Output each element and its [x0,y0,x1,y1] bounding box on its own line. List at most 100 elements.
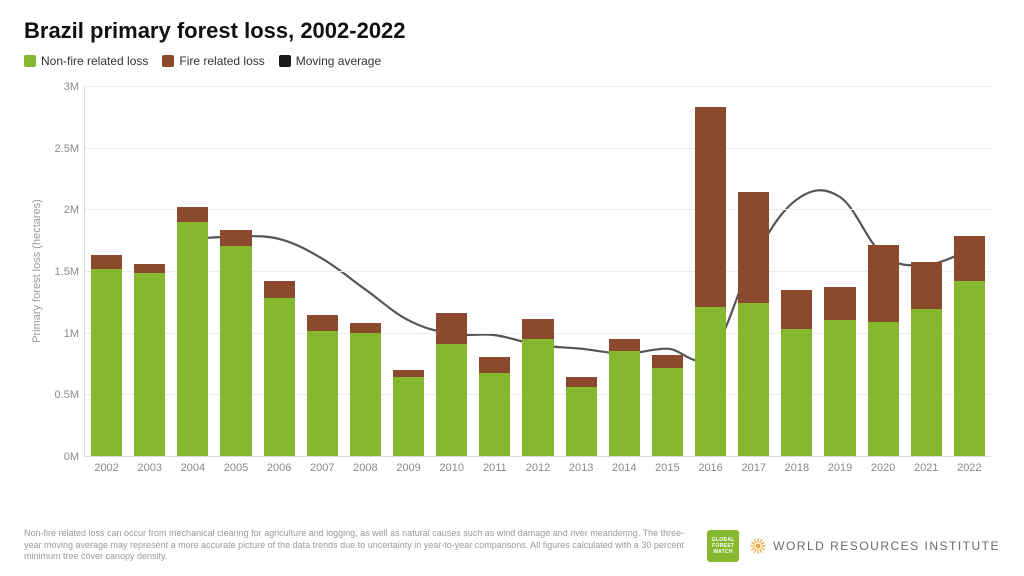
bar-fire [307,315,338,331]
bar-group [954,86,985,456]
x-tick-label: 2020 [871,456,895,474]
bar-group [350,86,381,456]
y-tick-label: 2M [64,204,85,216]
bar-nonfire [307,331,338,456]
x-tick-label: 2003 [137,456,161,474]
y-tick-label: 0M [64,451,85,463]
bar-fire [522,319,553,339]
bar-fire [609,339,640,351]
bar-group [264,86,295,456]
bar-fire [868,245,899,321]
bar-nonfire [954,281,985,456]
bar-group [781,86,812,456]
x-tick-label: 2005 [224,456,248,474]
gfw-logo: GLOBAL FOREST WATCH [707,530,739,562]
bar-fire [824,287,855,320]
x-tick-label: 2013 [569,456,593,474]
x-tick-label: 2004 [181,456,205,474]
bar-group [652,86,683,456]
bar-fire [781,290,812,329]
legend-label-fire: Fire related loss [179,54,264,68]
plot-area: Primary forest loss (hectares) 0M0.5M1M1… [84,86,991,457]
bar-fire [652,355,683,369]
bar-fire [479,357,510,373]
bar-group [695,86,726,456]
x-tick-label: 2011 [483,456,507,474]
y-tick-label: 3M [64,81,85,93]
bar-fire [220,230,251,246]
bar-group [436,86,467,456]
bar-fire [177,207,208,222]
x-tick-label: 2015 [655,456,679,474]
bar-group [91,86,122,456]
bar-nonfire [134,273,165,456]
y-tick-label: 0.5M [55,389,85,401]
legend-item-nonfire: Non-fire related loss [24,54,148,68]
footnote-text: Non-fire related loss can occur from mec… [24,528,689,562]
bar-fire [738,192,769,303]
x-tick-label: 2017 [741,456,765,474]
x-tick-label: 2021 [914,456,938,474]
chart-title: Brazil primary forest loss, 2002-2022 [24,18,1000,44]
bar-nonfire [781,329,812,456]
bar-nonfire [393,377,424,456]
x-tick-label: 2008 [353,456,377,474]
bar-fire [695,107,726,307]
legend-label-nonfire: Non-fire related loss [41,54,148,68]
bar-nonfire [220,246,251,456]
bar-nonfire [436,344,467,456]
x-tick-label: 2010 [439,456,463,474]
bar-nonfire [868,322,899,456]
bar-fire [911,262,942,309]
legend-swatch-movingavg [279,55,291,67]
chart-container: Brazil primary forest loss, 2002-2022 No… [0,0,1024,576]
bar-nonfire [738,303,769,456]
y-axis-title: Primary forest loss (hectares) [31,199,43,343]
legend: Non-fire related loss Fire related loss … [24,54,1000,68]
sun-icon [749,537,767,555]
bar-nonfire [522,339,553,456]
bar-group [609,86,640,456]
bar-nonfire [177,222,208,456]
wri-logo: WORLD RESOURCES INSTITUTE [749,537,1000,555]
x-tick-label: 2014 [612,456,636,474]
x-tick-label: 2012 [526,456,550,474]
bar-fire [436,313,467,344]
bar-nonfire [911,309,942,456]
bar-fire [134,264,165,274]
bar-fire [91,255,122,269]
bar-group [134,86,165,456]
bar-nonfire [566,387,597,456]
bar-group [824,86,855,456]
legend-label-movingavg: Moving average [296,54,381,68]
bar-group [479,86,510,456]
bar-group [868,86,899,456]
legend-item-movingavg: Moving average [279,54,381,68]
bar-nonfire [609,351,640,456]
bar-nonfire [479,373,510,456]
bar-group [307,86,338,456]
bar-group [220,86,251,456]
footer: Non-fire related loss can occur from mec… [24,528,1000,562]
chart-area: Primary forest loss (hectares) 0M 0.5M 1M 1… [24,76,1000,496]
bar-group [566,86,597,456]
bar-nonfire [264,298,295,456]
wri-logo-text: WORLD RESOURCES INSTITUTE [773,539,1000,553]
gfw-logo-text: GLOBAL FOREST WATCH [707,537,739,555]
bar-fire [350,323,381,333]
x-tick-label: 2016 [698,456,722,474]
legend-item-fire: Fire related loss [162,54,264,68]
x-tick-label: 2006 [267,456,291,474]
bar-fire [264,281,295,298]
bar-nonfire [695,307,726,456]
bar-nonfire [824,320,855,456]
y-tick-label: 1M [64,328,85,340]
bar-fire [954,236,985,280]
bar-nonfire [350,333,381,456]
attribution-logos: GLOBAL FOREST WATCH WORLD RESOURCES INST… [707,530,1000,562]
y-tick-label: 1.5M [55,266,85,278]
bar-nonfire [91,269,122,456]
bar-nonfire [652,368,683,456]
bar-fire [566,377,597,387]
bar-group [738,86,769,456]
